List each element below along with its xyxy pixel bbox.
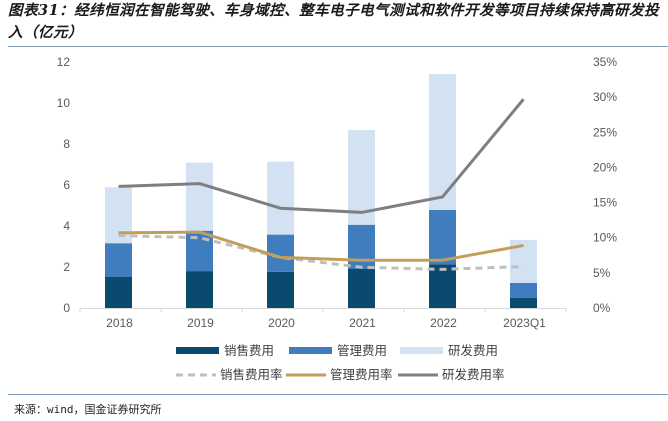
bar-研发费用-2020 <box>267 161 294 235</box>
right-tick-label: 20% <box>593 160 617 174</box>
footer-divider <box>8 394 668 395</box>
bar-销售费用-2023Q1 <box>510 297 537 308</box>
source-note: 来源：wind，国金证券研究所 <box>14 403 162 416</box>
legend-swatch <box>400 347 443 354</box>
bar-销售费用-2022 <box>429 264 456 308</box>
left-tick-label: 10 <box>57 96 71 110</box>
bar-研发费用-2022 <box>429 74 456 211</box>
left-tick-label: 8 <box>63 137 70 151</box>
legend-label: 研发费用 <box>448 343 498 358</box>
right-tick-label: 5% <box>593 266 611 280</box>
bar-研发费用-2021 <box>348 130 375 225</box>
left-axis: 0 2 4 6 8 10 12 <box>57 55 71 315</box>
x-tick-label: 2022 <box>430 316 457 330</box>
right-tick-label: 10% <box>593 231 617 245</box>
bar-研发费用-2019 <box>186 162 213 231</box>
bar-研发费用-2018 <box>105 187 132 244</box>
right-tick-label: 30% <box>593 90 617 104</box>
left-tick-label: 4 <box>63 219 70 233</box>
x-tick-label: 2021 <box>349 316 376 330</box>
title-divider <box>8 46 668 47</box>
bars <box>105 74 537 308</box>
x-tick-label: 2018 <box>106 316 133 330</box>
bar-销售费用-2021 <box>348 268 375 308</box>
bar-管理费用-2018 <box>105 243 132 277</box>
x-axis: 2018 2019 2020 2021 2022 2023Q1 <box>79 308 567 330</box>
right-tick-label: 15% <box>593 196 617 210</box>
bar-管理费用-2019 <box>186 230 213 272</box>
legend-label: 销售费用率 <box>220 367 283 382</box>
line-管理费用率 <box>118 230 524 262</box>
chart-title: 图表31：经纬恒润在智能驾驶、车身域控、整车电子电气测试和软件开发等项目持续保持… <box>8 2 660 41</box>
right-axis: 0% 5% 10% 15% 20% 25% 30% 35% <box>593 55 617 315</box>
legend-swatch <box>176 347 219 354</box>
left-tick-label: 0 <box>63 301 70 315</box>
bar-销售费用-2020 <box>267 271 294 308</box>
legend-label: 管理费用率 <box>330 367 393 382</box>
x-tick-label: 2019 <box>187 316 214 330</box>
right-tick-label: 35% <box>593 55 617 69</box>
bar-销售费用-2019 <box>186 271 213 308</box>
left-tick-label: 12 <box>57 55 71 69</box>
right-tick-label: 0% <box>593 301 611 315</box>
right-tick-label: 25% <box>593 125 617 139</box>
bar-管理费用-2023Q1 <box>510 282 537 298</box>
lines <box>118 98 525 271</box>
bar-销售费用-2018 <box>105 276 132 308</box>
legend-label: 销售费用 <box>224 343 274 358</box>
left-tick-label: 6 <box>63 178 70 192</box>
bar-管理费用-2021 <box>348 224 375 269</box>
left-tick-label: 2 <box>63 260 70 274</box>
x-tick-label: 2020 <box>268 316 295 330</box>
x-tick-label: 2023Q1 <box>503 316 546 330</box>
legend-label: 管理费用 <box>337 343 387 358</box>
line-销售费用率 <box>118 234 524 271</box>
legend-label: 研发费用率 <box>442 367 505 382</box>
bar-管理费用-2022 <box>429 210 456 265</box>
legend-swatch <box>289 347 332 354</box>
line-研发费用率 <box>118 98 525 214</box>
